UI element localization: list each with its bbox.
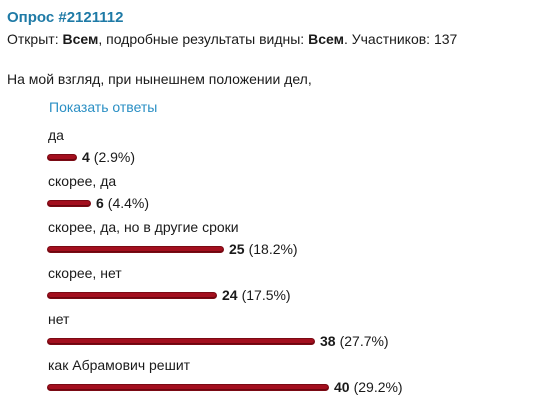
participants-count: 137 xyxy=(433,31,458,47)
poll-option: скорее, да, но в другие сроки 25 (18.2%) xyxy=(48,216,518,262)
poll-option: да 4 (2.9%) xyxy=(48,124,518,170)
option-result: 25 (18.2%) xyxy=(48,240,298,258)
results-value: Всем xyxy=(308,31,344,47)
poll-meta: Открыт: Всем, подробные результаты видны… xyxy=(7,30,457,48)
vote-count: 6 xyxy=(96,195,104,211)
vote-percent: (18.2%) xyxy=(248,241,298,257)
poll-option: скорее, да 6 (4.4%) xyxy=(48,170,518,216)
vote-percent: (2.9%) xyxy=(93,149,136,165)
option-label: скорее, да xyxy=(48,173,117,189)
poll-option: скорее, нет 24 (17.5%) xyxy=(48,262,518,308)
poll-title[interactable]: Опрос #2121112 xyxy=(7,9,124,26)
option-label: как Абрамович решит xyxy=(48,357,191,373)
result-bar xyxy=(48,154,76,160)
poll-option: нет 38 (27.7%) xyxy=(48,308,518,354)
open-label: Открыт: xyxy=(7,31,59,47)
option-result: 38 (27.7%) xyxy=(48,332,389,350)
result-bar xyxy=(48,246,223,252)
poll-question: На мой взгляд, при нынешнем положении де… xyxy=(7,71,312,87)
result-bar xyxy=(48,384,328,390)
option-label: нет xyxy=(48,311,70,327)
open-value: Всем xyxy=(62,31,99,47)
result-bar xyxy=(48,200,90,206)
option-label: скорее, да, но в другие сроки xyxy=(48,219,239,235)
option-result: 4 (2.9%) xyxy=(48,148,135,166)
poll-option: как Абрамович решит 40 (29.2%) xyxy=(48,354,518,400)
option-result: 24 (17.5%) xyxy=(48,286,291,304)
vote-percent: (17.5%) xyxy=(241,287,291,303)
result-bar xyxy=(48,292,216,298)
vote-count: 38 xyxy=(320,333,336,349)
option-result: 40 (29.2%) xyxy=(48,378,403,396)
vote-count: 24 xyxy=(222,287,238,303)
vote-percent: (27.7%) xyxy=(339,333,389,349)
option-label: да xyxy=(48,127,64,143)
vote-count: 4 xyxy=(82,149,90,165)
poll-options: да 4 (2.9%) скорее, да 6 (4.4%) скорее, да, но… xyxy=(48,124,518,400)
show-answers-link[interactable]: Показать ответы xyxy=(49,99,158,115)
option-label: скорее, нет xyxy=(48,265,122,281)
vote-count: 40 xyxy=(334,379,350,395)
vote-count: 25 xyxy=(229,241,245,257)
result-bar xyxy=(48,338,314,344)
option-result: 6 (4.4%) xyxy=(48,194,149,212)
results-label: , подробные результаты видны: xyxy=(98,31,305,47)
vote-percent: (4.4%) xyxy=(107,195,150,211)
vote-percent: (29.2%) xyxy=(353,379,403,395)
participants-label: . Участников: xyxy=(343,31,431,47)
